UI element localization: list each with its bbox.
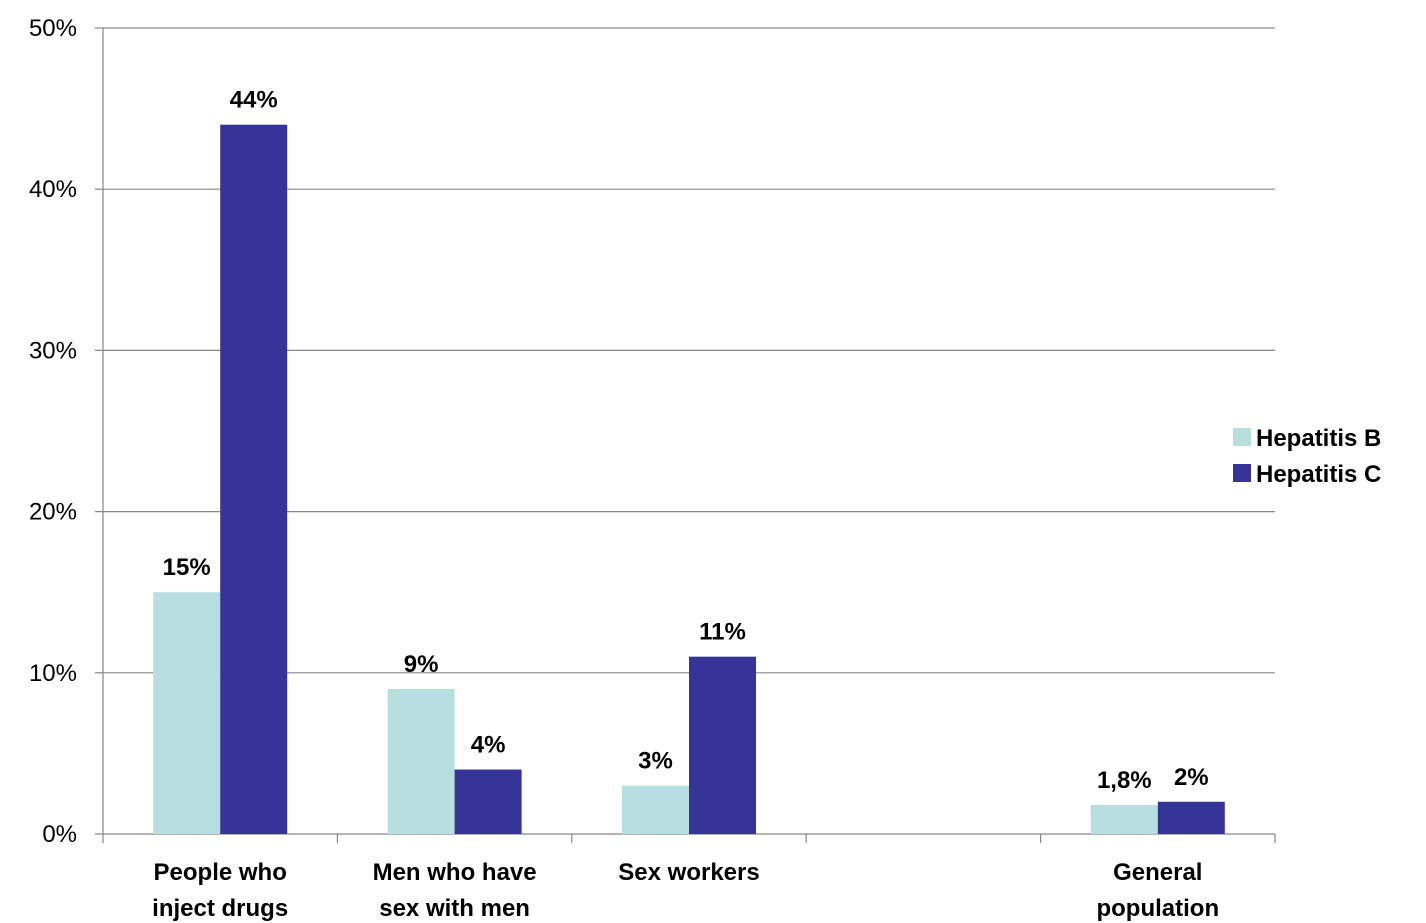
data-label: 11% xyxy=(699,619,746,646)
data-label: 9% xyxy=(404,651,439,678)
legend-label: Hepatitis C xyxy=(1256,461,1381,488)
y-tick-label: 40% xyxy=(29,176,77,203)
category-label: Sex workers xyxy=(618,859,759,886)
category-label: sex with men xyxy=(379,895,530,922)
bar-hepatitis-c xyxy=(689,656,756,834)
category-label: inject drugs xyxy=(152,895,288,922)
legend-swatch xyxy=(1233,464,1251,482)
y-tick-label: 50% xyxy=(29,15,77,42)
bars xyxy=(153,124,1225,835)
y-tick-label: 10% xyxy=(29,660,77,687)
data-label: 3% xyxy=(638,748,673,775)
category-label: People who xyxy=(154,859,287,886)
category-label: General xyxy=(1113,859,1202,886)
data-label: 1,8% xyxy=(1097,767,1152,794)
bar-hepatitis-c xyxy=(454,769,522,834)
data-label: 44% xyxy=(230,87,278,114)
bar-hepatitis-b xyxy=(622,785,689,834)
legend-label: Hepatitis B xyxy=(1256,425,1381,452)
data-label: 15% xyxy=(163,554,211,581)
legend: Hepatitis B Hepatitis C xyxy=(1233,425,1381,488)
bar-hepatitis-b xyxy=(1090,804,1158,834)
data-labels: 15% 44% 9% 4% 3% 11% 1,8% 2% xyxy=(163,87,1209,794)
gridlines xyxy=(103,27,1275,674)
bar-hepatitis-b xyxy=(387,688,455,834)
category-label: population xyxy=(1096,895,1219,922)
bar-hepatitis-b xyxy=(153,592,221,834)
category-label: Men who have xyxy=(373,859,537,886)
data-label: 2% xyxy=(1174,764,1209,791)
y-tick-label: 20% xyxy=(29,499,77,526)
category-labels: People who inject drugs Men who have sex wi… xyxy=(152,859,1219,922)
y-tick-label: 0% xyxy=(42,821,77,848)
legend-swatch xyxy=(1233,428,1251,446)
data-label: 4% xyxy=(471,732,506,759)
bar-hepatitis-c xyxy=(220,124,288,835)
y-axis-ticks: 0% 10% 20% 30% 40% 50% xyxy=(29,15,103,848)
bar-hepatitis-c xyxy=(1157,801,1225,834)
y-tick-label: 30% xyxy=(29,337,77,364)
